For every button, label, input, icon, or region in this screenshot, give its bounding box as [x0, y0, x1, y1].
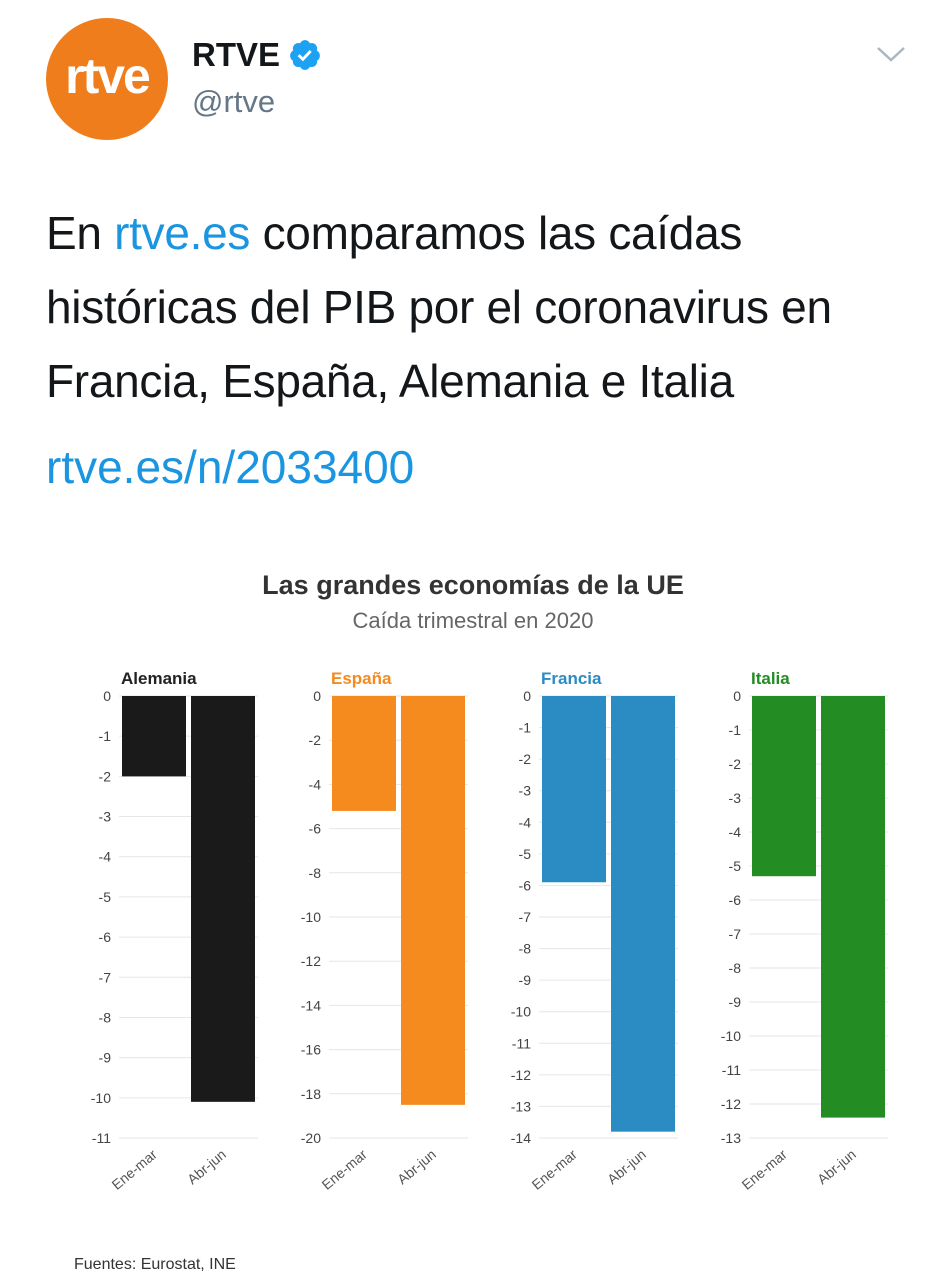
chart-canvas: 0-1-2-3-4-5-6-7-8-9-10-11AlemaniaEne-mar… — [91, 669, 888, 1193]
panel-title-francia: Francia — [541, 669, 602, 688]
bar-italia-0[interactable] — [752, 696, 816, 877]
y-tick-label: -1 — [729, 722, 742, 738]
y-tick-label: -10 — [511, 1004, 531, 1020]
y-tick-label: -13 — [721, 1130, 741, 1146]
x-category-label: Ene-mar — [739, 1146, 791, 1193]
y-tick-label: -9 — [99, 1050, 112, 1066]
bar-italia-1[interactable] — [821, 696, 885, 1118]
x-category-label: Ene-mar — [529, 1146, 581, 1193]
y-tick-label: -11 — [722, 1062, 741, 1078]
y-tick-label: -2 — [309, 732, 322, 748]
y-tick-label: -4 — [99, 849, 112, 865]
x-category-label: Abr-jun — [184, 1146, 229, 1187]
y-tick-label: -9 — [729, 994, 742, 1010]
bar-francia-0[interactable] — [542, 696, 606, 883]
y-tick-label: -4 — [519, 814, 532, 830]
y-tick-label: -4 — [729, 824, 742, 840]
y-tick-label: -5 — [99, 889, 112, 905]
x-category-label: Abr-jun — [394, 1146, 439, 1187]
tweet-inline-link[interactable]: rtve.es — [114, 207, 251, 259]
chart-subtitle: Caída trimestral en 2020 — [352, 608, 594, 633]
y-tick-label: -11 — [512, 1035, 531, 1051]
y-tick-label: -8 — [519, 941, 532, 957]
avatar[interactable]: rtve — [46, 18, 168, 140]
y-tick-label: -5 — [519, 846, 532, 862]
panel-title-espana: España — [331, 669, 392, 688]
y-tick-label: -3 — [519, 783, 532, 799]
y-tick-label: -2 — [99, 768, 112, 784]
y-tick-label: -7 — [99, 969, 112, 985]
y-tick-label: -14 — [511, 1130, 531, 1146]
y-tick-label: -14 — [301, 997, 321, 1013]
user-handle[interactable]: @rtve — [192, 84, 276, 119]
bar-alemania-1[interactable] — [191, 696, 255, 1102]
y-tick-label: -9 — [519, 972, 532, 988]
y-tick-label: 0 — [733, 688, 741, 704]
tweet-url-link[interactable]: rtve.es/n/2033400 — [46, 441, 415, 493]
y-tick-label: -8 — [99, 1009, 112, 1025]
avatar-logo-text: rtve — [65, 48, 151, 104]
y-tick-label: -20 — [301, 1130, 321, 1146]
y-tick-label: 0 — [523, 688, 531, 704]
bar-francia-1[interactable] — [611, 696, 675, 1132]
y-tick-label: -12 — [301, 953, 321, 969]
y-tick-label: -13 — [511, 1098, 531, 1114]
x-category-label: Abr-jun — [814, 1146, 859, 1187]
chart-title: Las grandes economías de la UE — [262, 570, 684, 600]
y-tick-label: -8 — [309, 865, 322, 881]
tweet-text-body: comparamos las caídas históricas del PIB… — [46, 207, 832, 407]
y-tick-label: -2 — [729, 756, 742, 772]
y-tick-label: -12 — [511, 1067, 531, 1083]
y-tick-label: -18 — [301, 1086, 321, 1102]
tweet-text: En rtve.es comparamos las caídas históri… — [46, 196, 926, 418]
y-tick-label: -6 — [309, 821, 322, 837]
y-tick-label: -6 — [99, 929, 112, 945]
panel-title-italia: Italia — [751, 669, 790, 688]
y-tick-label: -3 — [729, 790, 742, 806]
y-tick-label: -1 — [519, 720, 532, 736]
y-tick-label: -11 — [92, 1130, 111, 1146]
panel-title-alemania: Alemania — [121, 669, 197, 688]
y-tick-label: -4 — [309, 776, 322, 792]
y-tick-label: -12 — [721, 1096, 741, 1112]
x-category-label: Ene-mar — [109, 1146, 161, 1193]
y-tick-label: -10 — [721, 1028, 741, 1044]
y-tick-label: -8 — [729, 960, 742, 976]
y-tick-label: 0 — [313, 688, 321, 704]
bar-espana-1[interactable] — [401, 696, 465, 1105]
display-name[interactable]: RTVE — [192, 36, 281, 73]
y-tick-label: -6 — [729, 892, 742, 908]
y-tick-label: -7 — [519, 909, 532, 925]
y-tick-label: 0 — [103, 688, 111, 704]
chevron-down-icon[interactable] — [874, 42, 908, 66]
chart-source: Fuentes: Eurostat, INE — [74, 1256, 236, 1273]
bar-alemania-0[interactable] — [122, 696, 186, 777]
chart-card[interactable]: 0 -1 -2 -3 -4 -5 -6 -7 -8 -9 -10 -11 Alemania Ene-mar… — [38, 550, 908, 1280]
bar-espana-0[interactable] — [332, 696, 396, 811]
y-tick-label: -5 — [729, 858, 742, 874]
y-tick-label: -10 — [91, 1090, 111, 1106]
y-tick-label: -10 — [301, 909, 321, 925]
y-tick-label: -3 — [99, 809, 112, 825]
verified-badge-icon — [290, 40, 320, 70]
x-category-label: Ene-mar — [319, 1146, 371, 1193]
y-tick-label: -16 — [301, 1042, 321, 1058]
x-category-label: Abr-jun — [604, 1146, 649, 1187]
author-name-row: RTVE — [192, 36, 322, 74]
y-tick-label: -7 — [729, 926, 742, 942]
tweet-header: rtve RTVE @rtve — [0, 0, 948, 160]
y-tick-label: -2 — [519, 751, 532, 767]
y-tick-label: -6 — [519, 877, 532, 893]
tweet-text-intro: En — [46, 207, 115, 259]
y-tick-label: -1 — [99, 728, 112, 744]
